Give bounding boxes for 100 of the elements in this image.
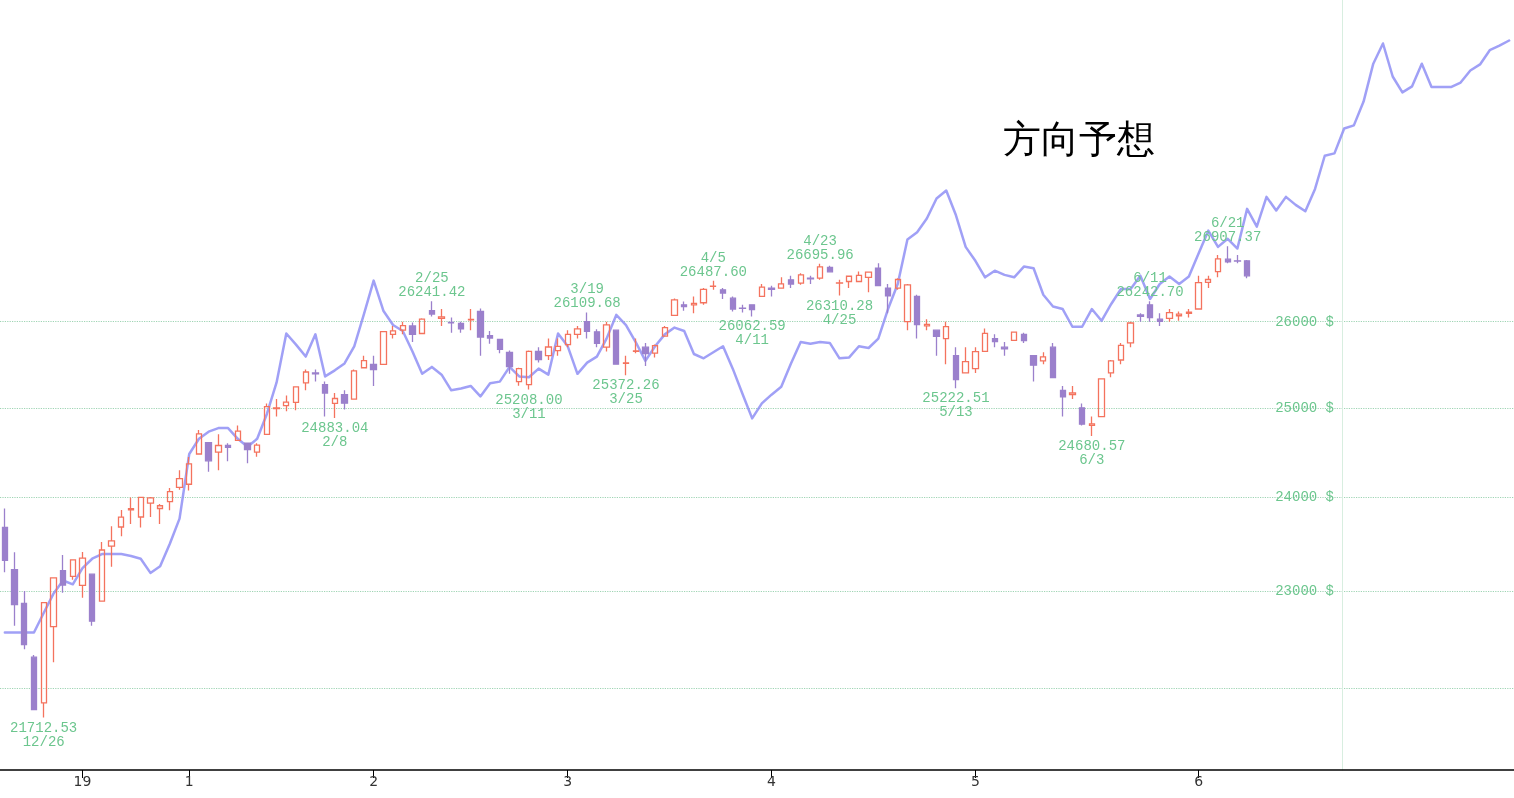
x-tick-label: 6 [1194,773,1204,789]
candlestick [272,398,281,418]
candlestick [175,469,184,491]
candlestick [1117,342,1125,365]
annotation: 24680.57 6/3 [1058,438,1126,469]
candlestick [49,577,58,663]
candlestick [360,355,368,369]
candlestick [661,325,669,337]
x-tick-label: 1 [184,773,194,789]
candlestick [156,503,164,525]
candlestick [564,329,572,348]
x-tick-label: 4 [767,773,777,789]
candlestick [78,551,87,599]
candlestick [1146,300,1154,323]
candlestick [1185,308,1193,319]
line-series [3,39,1511,634]
candlestick [10,551,19,627]
candlestick [903,283,912,331]
candlestick [971,346,980,374]
candlestick [340,389,349,411]
candlestick [292,386,300,411]
candlestick [981,327,989,353]
candlestick [515,367,523,387]
candlestick [302,368,310,391]
x-tick-label: 2 [369,773,379,789]
candlestick [20,590,28,650]
candlestick [282,394,290,412]
candlestick [1078,402,1086,427]
candlestick [1029,355,1038,383]
candlestick [690,295,698,314]
candlestick [1088,415,1096,437]
candlestick [1039,351,1047,365]
candlestick [1049,342,1057,379]
candlestick [1204,275,1212,289]
candlestick [30,654,38,711]
candlestick [641,342,650,367]
candlestick [224,442,232,462]
candlestick [369,355,378,387]
candlestick [573,325,582,340]
candlestick [961,346,970,374]
annotation: 25208.00 3/11 [495,391,563,422]
candlestick [457,321,465,334]
candlestick [952,346,960,389]
candlestick [1020,332,1028,344]
candlestick [602,321,611,353]
annotation: 4/5 26487.60 [679,249,747,280]
candlestick [544,337,553,361]
candlestick [1,507,9,573]
candlestick [350,368,358,400]
candlestick [748,304,756,318]
candlestick [806,275,815,285]
annotation: 25372.26 3/25 [592,377,660,408]
candlestick [525,349,533,391]
annotation: 24883.04 2/8 [301,420,369,451]
candlestick [195,429,203,455]
candlestick [486,330,494,345]
candlestick [738,304,747,314]
candlestick [913,294,921,340]
candlestick [612,329,620,365]
candlestick [942,321,950,365]
candlestick [1068,385,1077,400]
candlestick [505,349,514,375]
candlestick [40,602,48,719]
candlestick [1059,385,1067,418]
candlestick [321,380,329,418]
candlestick [1194,275,1203,310]
y-tick-label: 25000 $ [1275,399,1334,416]
candlestick [554,337,562,357]
candlestick [243,442,252,464]
candlestick [1175,310,1183,322]
candlestick [476,307,485,357]
candlestick [709,280,717,291]
candlestick [835,279,844,297]
candlestick [437,308,446,327]
candlestick [185,456,193,492]
candlestick [379,330,388,365]
candlestick [311,368,320,383]
candlestick [1214,254,1222,278]
candlestick [166,487,174,511]
annotation: 3/19 26109.68 [553,281,621,312]
candlestick [884,283,892,314]
candlestick [680,300,688,312]
candlestick [467,308,475,331]
candlestick [331,392,339,419]
candlestick [399,321,407,336]
candlestick [1233,254,1242,264]
candlestick [234,424,242,442]
candlestick [263,402,271,435]
y-tick-label: 23000 $ [1275,582,1334,599]
candlestick [719,287,727,300]
candlestick [1224,245,1232,264]
candlestick [146,496,155,518]
candlestick [855,270,863,283]
candlestick [777,276,785,289]
candlestick [534,346,543,364]
candlestick [894,277,902,291]
candlestick [253,442,261,458]
annotation: 2/25 26241.42 [398,270,466,301]
candlestick [651,343,659,359]
candlestick [787,275,795,289]
